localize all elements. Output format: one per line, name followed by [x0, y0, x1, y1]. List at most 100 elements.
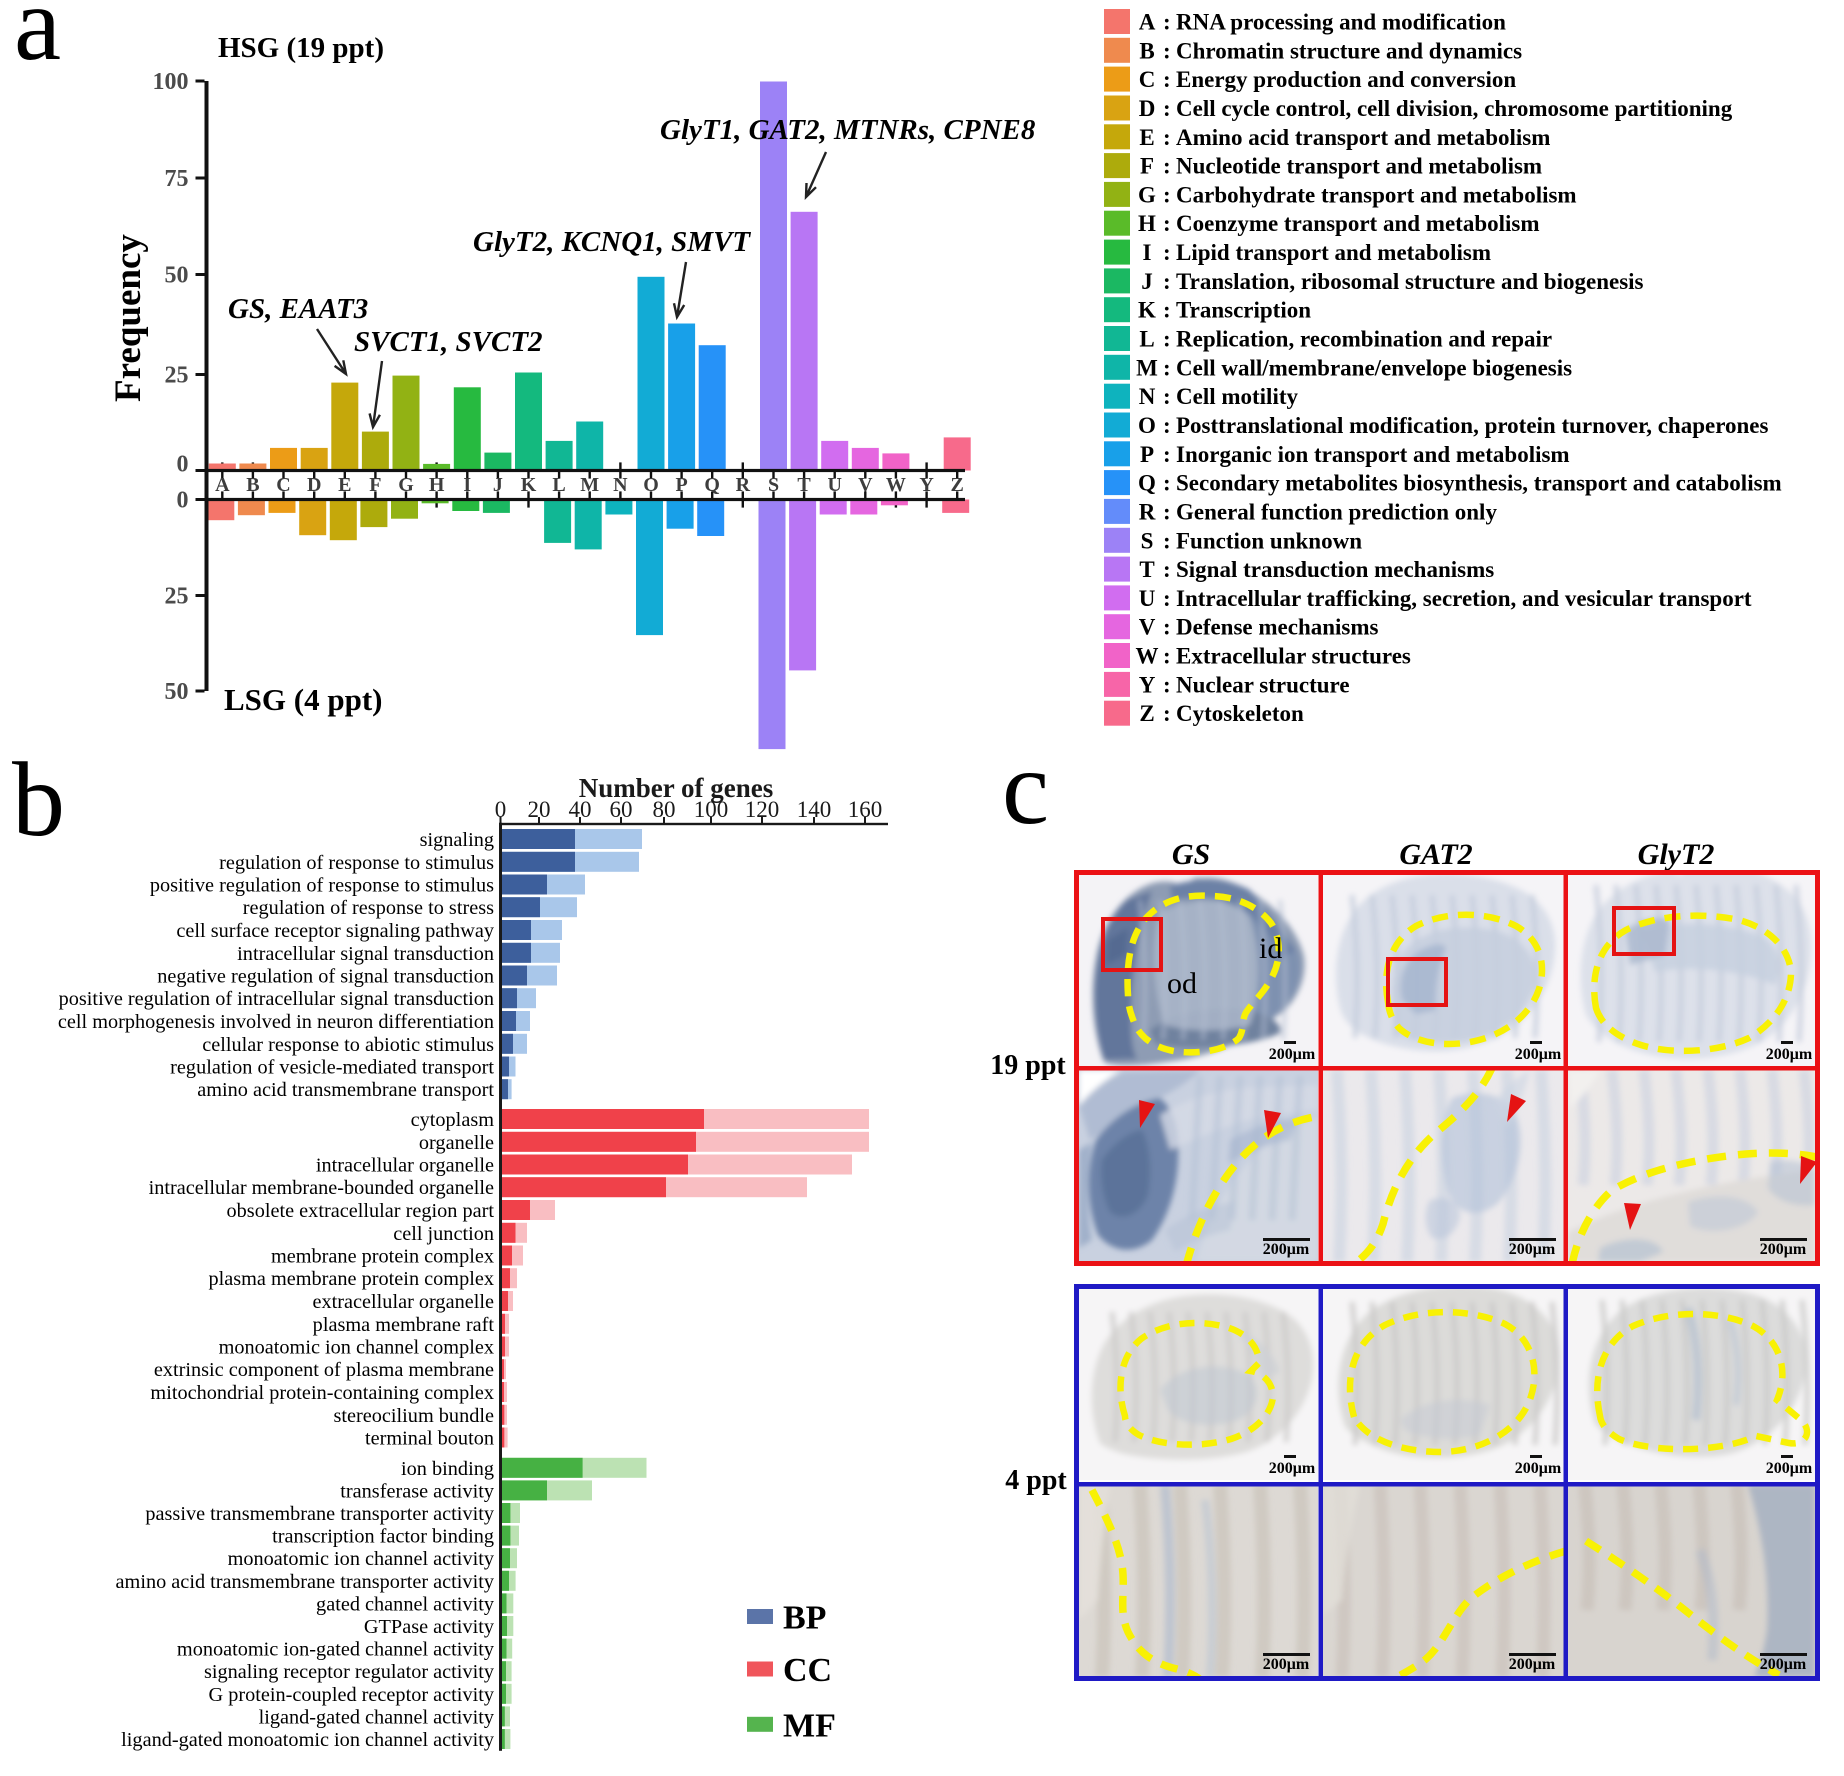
svg-text:25: 25	[165, 584, 189, 610]
svg-text:200μm: 200μm	[1269, 1460, 1316, 1477]
svg-text:RNA processing and modificatio: RNA processing and modification	[1176, 10, 1506, 35]
svg-text:40: 40	[569, 797, 592, 822]
svg-text:25: 25	[165, 363, 189, 389]
svg-text::: :	[1163, 701, 1171, 726]
svg-text:0: 0	[495, 797, 507, 822]
svg-text:monoatomic ion channel complex: monoatomic ion channel complex	[219, 1337, 494, 1359]
svg-text:L: L	[552, 474, 565, 496]
svg-text:membrane protein complex: membrane protein complex	[271, 1246, 494, 1268]
svg-text:I: I	[1143, 240, 1152, 265]
svg-text:A: A	[215, 474, 230, 496]
svg-text:U: U	[827, 474, 841, 496]
svg-text:SVCT1, SVCT2: SVCT1, SVCT2	[354, 326, 543, 358]
svg-text:60: 60	[610, 797, 633, 822]
svg-text:passive transmembrane transpor: passive transmembrane transporter activi…	[145, 1503, 494, 1525]
svg-text:0: 0	[177, 452, 189, 478]
svg-text:LSG (4 ppt): LSG (4 ppt)	[224, 682, 382, 717]
svg-text:a: a	[14, 0, 61, 82]
svg-text:S: S	[768, 474, 779, 496]
svg-text:GlyT2, KCNQ1, SMVT: GlyT2, KCNQ1, SMVT	[473, 226, 751, 258]
svg-text:GTPase activity: GTPase activity	[364, 1616, 495, 1638]
svg-text:T: T	[797, 474, 811, 496]
svg-text:intracellular organelle: intracellular organelle	[316, 1155, 494, 1177]
svg-text:G: G	[1138, 182, 1156, 207]
svg-text:GlyT2: GlyT2	[1638, 838, 1715, 871]
svg-text:regulation of response to stre: regulation of response to stress	[243, 897, 494, 919]
svg-text::: :	[1163, 211, 1171, 236]
svg-text:L: L	[1139, 327, 1154, 352]
svg-text:Cell motility: Cell motility	[1176, 384, 1298, 409]
svg-text:19 ppt: 19 ppt	[990, 1050, 1066, 1081]
svg-text:200μm: 200μm	[1766, 1460, 1813, 1477]
svg-text::: :	[1163, 327, 1171, 352]
svg-text:Extracellular structures: Extracellular structures	[1176, 644, 1411, 669]
svg-text:200μm: 200μm	[1760, 1241, 1807, 1258]
svg-text:monoatomic ion-gated channel a: monoatomic ion-gated channel activity	[177, 1639, 495, 1661]
svg-text:intracellular membrane-bounded: intracellular membrane-bounded organelle	[149, 1177, 494, 1199]
svg-text:amino acid transmembrane trans: amino acid transmembrane transport	[197, 1079, 494, 1101]
svg-text:200μm: 200μm	[1760, 1656, 1807, 1673]
svg-text::: :	[1163, 298, 1171, 323]
svg-text::: :	[1163, 615, 1171, 640]
svg-text:obsolete extracellular region: obsolete extracellular region part	[227, 1200, 495, 1222]
svg-text:F: F	[1140, 154, 1154, 179]
svg-text:Cell cycle control, cell divis: Cell cycle control, cell division, chrom…	[1176, 96, 1733, 121]
svg-text:P: P	[1140, 442, 1154, 467]
svg-text:K: K	[521, 474, 537, 496]
svg-text:transferase activity: transferase activity	[340, 1480, 495, 1502]
svg-text:Translation, ribosomal structu: Translation, ribosomal structure and bio…	[1176, 269, 1644, 294]
svg-text:Lipid transport and metabolism: Lipid transport and metabolism	[1176, 240, 1491, 265]
svg-text:cell morphogenesis involved in: cell morphogenesis involved in neuron di…	[58, 1011, 494, 1033]
svg-text:O: O	[1138, 413, 1156, 438]
svg-text:E: E	[338, 474, 351, 496]
svg-text:Y: Y	[1139, 672, 1156, 697]
svg-text:GS: GS	[1172, 838, 1210, 871]
svg-text:Number of genes: Number of genes	[579, 773, 773, 803]
svg-text:Signal transduction mechanisms: Signal transduction mechanisms	[1176, 557, 1494, 582]
svg-text:G: G	[398, 474, 414, 496]
svg-text:100: 100	[153, 69, 189, 95]
svg-text:Amino acid transport and metab: Amino acid transport and metabolism	[1176, 125, 1550, 150]
svg-text:Energy production and conversi: Energy production and conversion	[1176, 67, 1516, 92]
svg-text:Replication, recombination and: Replication, recombination and repair	[1176, 327, 1552, 352]
svg-text:ligand-gated channel activity: ligand-gated channel activity	[259, 1706, 495, 1728]
svg-text:O: O	[643, 474, 659, 496]
svg-text::: :	[1163, 96, 1171, 121]
svg-text:signaling receptor regulator a: signaling receptor regulator activity	[204, 1661, 495, 1683]
svg-text:Posttranslational modification: Posttranslational modification, protein …	[1176, 413, 1769, 438]
svg-text:D: D	[307, 474, 321, 496]
svg-text:M: M	[1136, 355, 1158, 380]
svg-text:Nuclear structure: Nuclear structure	[1176, 672, 1350, 697]
svg-text:W: W	[1136, 644, 1159, 669]
svg-text:50: 50	[165, 679, 189, 705]
svg-text::: :	[1163, 38, 1171, 63]
svg-text:mitochondrial protein-containi: mitochondrial protein-containing complex	[150, 1382, 494, 1404]
svg-text:Q: Q	[1138, 471, 1156, 496]
svg-text::: :	[1163, 384, 1171, 409]
svg-text:V: V	[1139, 615, 1156, 640]
svg-text:80: 80	[653, 797, 676, 822]
svg-text:200μm: 200μm	[1766, 1046, 1813, 1063]
svg-text:Cell wall/membrane/envelope bi: Cell wall/membrane/envelope biogenesis	[1176, 355, 1572, 380]
svg-text:V: V	[858, 474, 873, 496]
svg-text::: :	[1163, 240, 1171, 265]
svg-text:20: 20	[528, 797, 551, 822]
svg-text:cellular response to abiotic s: cellular response to abiotic stimulus	[202, 1034, 494, 1056]
svg-text::: :	[1163, 269, 1171, 294]
svg-text:intracellular signal transduct: intracellular signal transduction	[237, 943, 494, 965]
svg-text:P: P	[675, 474, 687, 496]
svg-text:GlyT1, GAT2, MTNRs, CPNE8: GlyT1, GAT2, MTNRs, CPNE8	[660, 114, 1036, 146]
svg-text:Y: Y	[919, 474, 934, 496]
svg-text:amino acid transmembrane trans: amino acid transmembrane transporter act…	[116, 1571, 495, 1593]
svg-text:Carbohydrate transport and met: Carbohydrate transport and metabolism	[1176, 182, 1577, 207]
svg-text:gated channel activity: gated channel activity	[316, 1593, 495, 1615]
svg-text::: :	[1163, 355, 1171, 380]
svg-text:200μm: 200μm	[1509, 1656, 1556, 1673]
svg-text:200μm: 200μm	[1515, 1460, 1562, 1477]
svg-text:A: A	[1139, 10, 1156, 35]
svg-text:GAT2: GAT2	[1399, 838, 1472, 871]
svg-text:W: W	[886, 474, 906, 496]
svg-text:75: 75	[165, 166, 189, 192]
svg-text:positive regulation of respons: positive regulation of response to stimu…	[150, 875, 494, 897]
svg-text:Nucleotide transport and metab: Nucleotide transport and metabolism	[1176, 154, 1542, 179]
